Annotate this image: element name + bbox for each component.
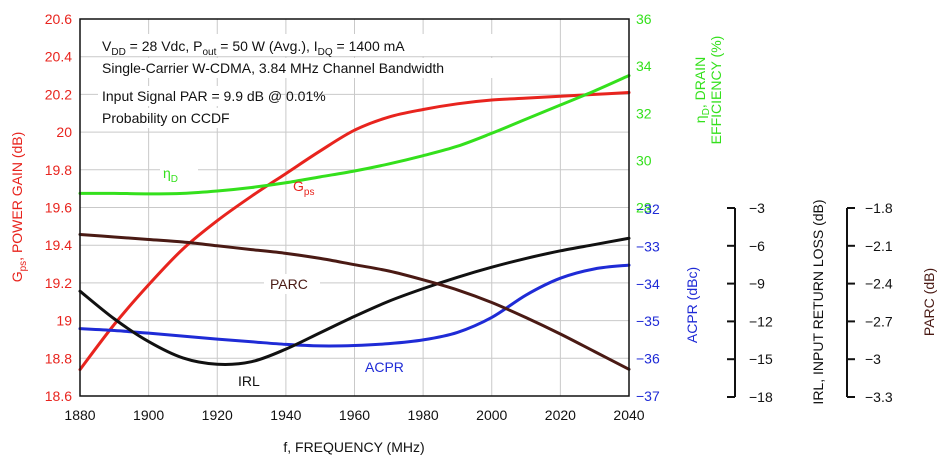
series-line-3 bbox=[78, 236, 631, 366]
efficiency-axis-title-1: ηD, DRAIN bbox=[692, 57, 712, 123]
irl-tick-label: −18 bbox=[749, 389, 773, 405]
parc-tick-label: −1.8 bbox=[865, 200, 893, 216]
label-bg-eff bbox=[160, 163, 198, 183]
annotation-block: VDD = 28 Vdc, Pout = 50 W (Avg.), IDQ = … bbox=[98, 34, 534, 128]
acpr-tick-label: −34 bbox=[636, 276, 660, 292]
annotation-line-4: Probability on CCDF bbox=[102, 110, 230, 126]
gps-tick-label: 20.4 bbox=[45, 49, 72, 65]
parc-tick-label: −2.4 bbox=[865, 276, 893, 292]
label-bg-parc bbox=[264, 274, 320, 294]
acpr-tick-label: −36 bbox=[636, 351, 660, 367]
x-tick-label: 1900 bbox=[133, 407, 164, 423]
series-line-1 bbox=[78, 74, 631, 196]
annotation-line-3: Input Signal PAR = 9.9 dB @ 0.01% bbox=[102, 88, 326, 104]
gps-tick-label: 19.2 bbox=[45, 275, 72, 291]
gps-tick-label: 20.2 bbox=[45, 86, 72, 102]
x-axis-ticks: 1880 1900 1920 1940 1960 1980 2000 2020 2040 bbox=[64, 407, 644, 423]
series-line-0 bbox=[78, 91, 631, 372]
parc-tick-label: −3 bbox=[865, 351, 881, 367]
curve-label-acpr: ACPR bbox=[365, 359, 404, 375]
irl-tick-label: −12 bbox=[749, 313, 773, 329]
gps-tick-label: 19.8 bbox=[45, 162, 72, 178]
irl-tick-label: −3 bbox=[749, 200, 765, 216]
x-tick-label: 2000 bbox=[476, 407, 507, 423]
gps-axis-ticks: 18.6 18.8 19 19.2 19.4 19.6 19.8 20 20.2 20.4 20.6 bbox=[45, 11, 72, 404]
efficiency-tick-label: 32 bbox=[636, 105, 652, 121]
annotation-line-2: Single-Carrier W-CDMA, 3.84 MHz Channel … bbox=[102, 60, 444, 76]
x-tick-label: 1940 bbox=[270, 407, 301, 423]
efficiency-axis-ticks: 28 30 32 34 36 bbox=[636, 11, 652, 216]
gps-tick-label: 20 bbox=[56, 124, 72, 140]
irl-axis-ticks: −3 −6 −9 −12 −15 −18 bbox=[727, 200, 773, 405]
parc-tick-label: −2.1 bbox=[865, 238, 893, 254]
irl-tick-label: −15 bbox=[749, 351, 773, 367]
gps-tick-label: 18.6 bbox=[45, 388, 72, 404]
x-tick-label: 2020 bbox=[545, 407, 576, 423]
x-axis-title: f, FREQUENCY (MHz) bbox=[283, 439, 424, 455]
parc-axis-title: PARC (dB) bbox=[921, 268, 937, 336]
x-tick-label: 1980 bbox=[408, 407, 439, 423]
irl-axis-title: IRL, INPUT RETURN LOSS (dB) bbox=[810, 199, 826, 404]
x-tick-label: 1880 bbox=[64, 407, 95, 423]
irl-tick-label: −9 bbox=[749, 276, 765, 292]
acpr-tick-label: −32 bbox=[636, 201, 660, 217]
acpr-axis-title: ACPR (dBc) bbox=[684, 267, 700, 343]
irl-tick-label: −6 bbox=[749, 238, 765, 254]
x-tick-label: 2040 bbox=[613, 407, 644, 423]
curve-label-gps: Gps bbox=[293, 178, 314, 198]
annotation-bg-1 bbox=[98, 34, 514, 56]
acpr-axis-ticks: −32 −33 −34 −35 −36 −37 bbox=[636, 201, 660, 404]
plot-frame bbox=[79, 18, 630, 397]
x-tick-label: 1960 bbox=[339, 407, 370, 423]
curve-label-parc: PARC bbox=[270, 276, 308, 292]
series-line-2 bbox=[78, 263, 631, 348]
efficiency-tick-label: 30 bbox=[636, 152, 652, 168]
efficiency-tick-label: 36 bbox=[636, 11, 652, 27]
gps-tick-label: 19.4 bbox=[45, 237, 72, 253]
gps-tick-label: 18.8 bbox=[45, 350, 72, 366]
curve-label-irl: IRL bbox=[238, 373, 260, 389]
gps-tick-label: 19 bbox=[56, 313, 72, 329]
parc-tick-label: −2.7 bbox=[865, 313, 893, 329]
annotation-bg-4 bbox=[98, 108, 258, 128]
acpr-tick-label: −33 bbox=[636, 238, 660, 254]
gps-axis-title: Gps, POWER GAIN (dB) bbox=[9, 132, 29, 283]
acpr-tick-label: −35 bbox=[636, 313, 660, 329]
curves bbox=[78, 74, 631, 372]
efficiency-tick-label: 34 bbox=[636, 58, 652, 74]
annotation-line-1: VDD = 28 Vdc, Pout = 50 W (Avg.), IDQ = … bbox=[102, 38, 405, 58]
x-tick-label: 1920 bbox=[202, 407, 233, 423]
annotation-bg-3 bbox=[98, 86, 280, 106]
annotation-bg-2 bbox=[98, 58, 534, 78]
efficiency-axis-title-2: EFFICIENCY (%) bbox=[708, 36, 724, 145]
series-line-4 bbox=[78, 232, 631, 371]
parc-axis-ticks: −1.8 −2.1 −2.4 −2.7 −3 −3.3 bbox=[846, 200, 893, 405]
gps-tick-label: 20.6 bbox=[45, 11, 72, 27]
curve-label-efficiency: ηD bbox=[163, 165, 178, 185]
acpr-tick-label: −37 bbox=[636, 388, 660, 404]
efficiency-tick-label: 28 bbox=[636, 200, 652, 216]
gps-tick-label: 19.6 bbox=[45, 200, 72, 216]
parc-tick-label: −3.3 bbox=[865, 389, 893, 405]
